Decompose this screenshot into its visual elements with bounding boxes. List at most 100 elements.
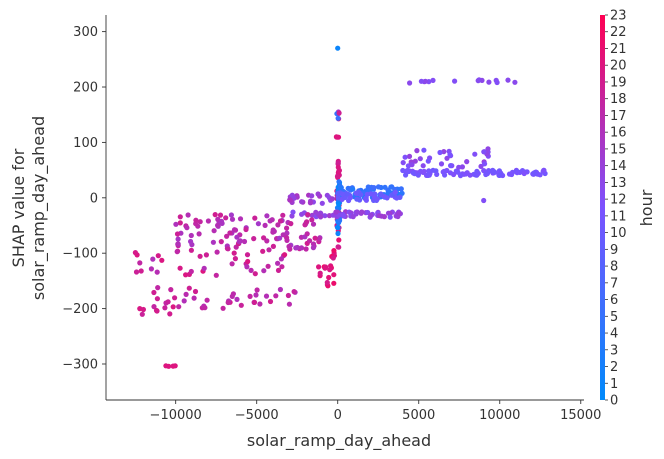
scatter-point	[434, 171, 440, 177]
scatter-point	[262, 222, 268, 228]
scatter-point	[387, 210, 393, 216]
scatter-point	[277, 218, 284, 224]
scatter-point	[219, 220, 225, 226]
scatter-point	[304, 231, 310, 237]
y-tick-label: 300	[73, 25, 98, 40]
scatter-point	[175, 241, 181, 247]
x-tick-label: 15000	[560, 408, 601, 423]
scatter-point	[490, 167, 496, 173]
scatter-point	[217, 212, 224, 218]
scatter-point	[336, 237, 342, 243]
x-tick-label: 5000	[402, 408, 435, 423]
scatter-point	[309, 217, 315, 223]
scatter-point	[188, 238, 194, 245]
scatter-point	[384, 195, 390, 201]
scatter-point	[331, 272, 337, 278]
colorbar-tick-label: 23	[610, 9, 627, 24]
scatter-point	[154, 308, 160, 314]
scatter-point	[299, 199, 305, 205]
y-tick-label: −300	[62, 357, 98, 372]
scatter-point	[270, 227, 276, 233]
scatter-point	[237, 216, 244, 222]
colorbar-tick-label: 20	[610, 59, 627, 74]
scatter-point	[165, 299, 171, 305]
scatter-point	[310, 221, 317, 227]
scatter-point	[173, 221, 179, 227]
scatter-point	[288, 221, 294, 227]
scatter-point	[289, 192, 295, 198]
colorbar-tick-label: 19	[610, 75, 627, 90]
scatter-point	[430, 167, 436, 173]
scatter-point	[227, 230, 233, 236]
scatter-point	[340, 211, 346, 218]
scatter-point	[253, 292, 259, 298]
scatter-point	[447, 152, 453, 158]
scatter-point	[305, 212, 311, 218]
scatter-point	[228, 212, 234, 218]
scatter-point	[485, 146, 491, 152]
scatter-point	[339, 191, 346, 197]
scatter-point	[225, 299, 231, 306]
scatter-point	[331, 280, 337, 286]
scatter-point	[464, 159, 470, 165]
scatter-point	[309, 193, 315, 199]
scatter-point	[155, 285, 161, 291]
y-axis-title-line-1: SHAP value for	[9, 148, 28, 267]
scatter-point	[333, 209, 339, 215]
scatter-point	[371, 185, 377, 191]
scatter-point	[202, 305, 208, 311]
scatter-point	[192, 288, 199, 295]
colorbar-tick-label: 11	[610, 209, 627, 224]
scatter-point	[257, 301, 263, 307]
scatter-point	[213, 272, 219, 278]
colorbar-tick-label: 0	[610, 394, 618, 409]
scatter-point	[247, 293, 253, 299]
scatter-point	[273, 293, 279, 299]
scatter-point	[421, 147, 427, 153]
x-axis-title: solar_ramp_day_ahead	[247, 431, 431, 451]
colorbar-tick-label: 12	[610, 193, 627, 208]
scatter-point	[388, 184, 394, 190]
scatter-point	[162, 305, 168, 311]
scatter-point	[474, 168, 480, 174]
scatter-point	[270, 243, 276, 249]
scatter-point	[243, 226, 249, 233]
scatter-point	[310, 245, 316, 251]
scatter-point	[266, 247, 272, 253]
scatter-point	[336, 110, 342, 116]
scatter-point	[212, 212, 218, 218]
scatter-point	[244, 264, 250, 270]
scatter-point	[132, 250, 138, 256]
scatter-point	[220, 305, 226, 311]
scatter-point	[444, 155, 450, 161]
scatter-point	[244, 252, 251, 258]
scatter-point	[234, 296, 240, 302]
scatter-point	[335, 191, 341, 197]
scatter-point	[285, 292, 291, 299]
scatter-point	[284, 237, 290, 243]
scatter-point	[396, 210, 402, 216]
scatter-point	[289, 213, 295, 219]
scatter-point	[197, 253, 203, 259]
scatter-point	[172, 363, 178, 369]
scatter-point	[478, 163, 484, 169]
scatter-point	[334, 173, 341, 179]
scatter-point	[210, 239, 216, 245]
scatter-point	[265, 263, 271, 269]
scatter-point	[531, 170, 537, 176]
colorbar-title: hour	[637, 189, 656, 226]
y-ticks: −300 −200 −100 0 100 200 300	[62, 25, 106, 372]
scatter-point	[211, 228, 217, 234]
colorbar-tick-label: 3	[610, 343, 618, 358]
scatter-point	[150, 256, 156, 262]
scatter-point	[170, 304, 176, 310]
scatter-point	[327, 267, 333, 273]
scatter-point	[264, 213, 270, 219]
scatter-point	[381, 214, 387, 220]
scatter-point	[275, 260, 281, 266]
scatter-point	[154, 269, 160, 275]
scatter-point	[205, 218, 211, 224]
scatter-point	[290, 209, 296, 215]
scatter-point	[374, 196, 380, 202]
scatter-point	[448, 163, 454, 169]
